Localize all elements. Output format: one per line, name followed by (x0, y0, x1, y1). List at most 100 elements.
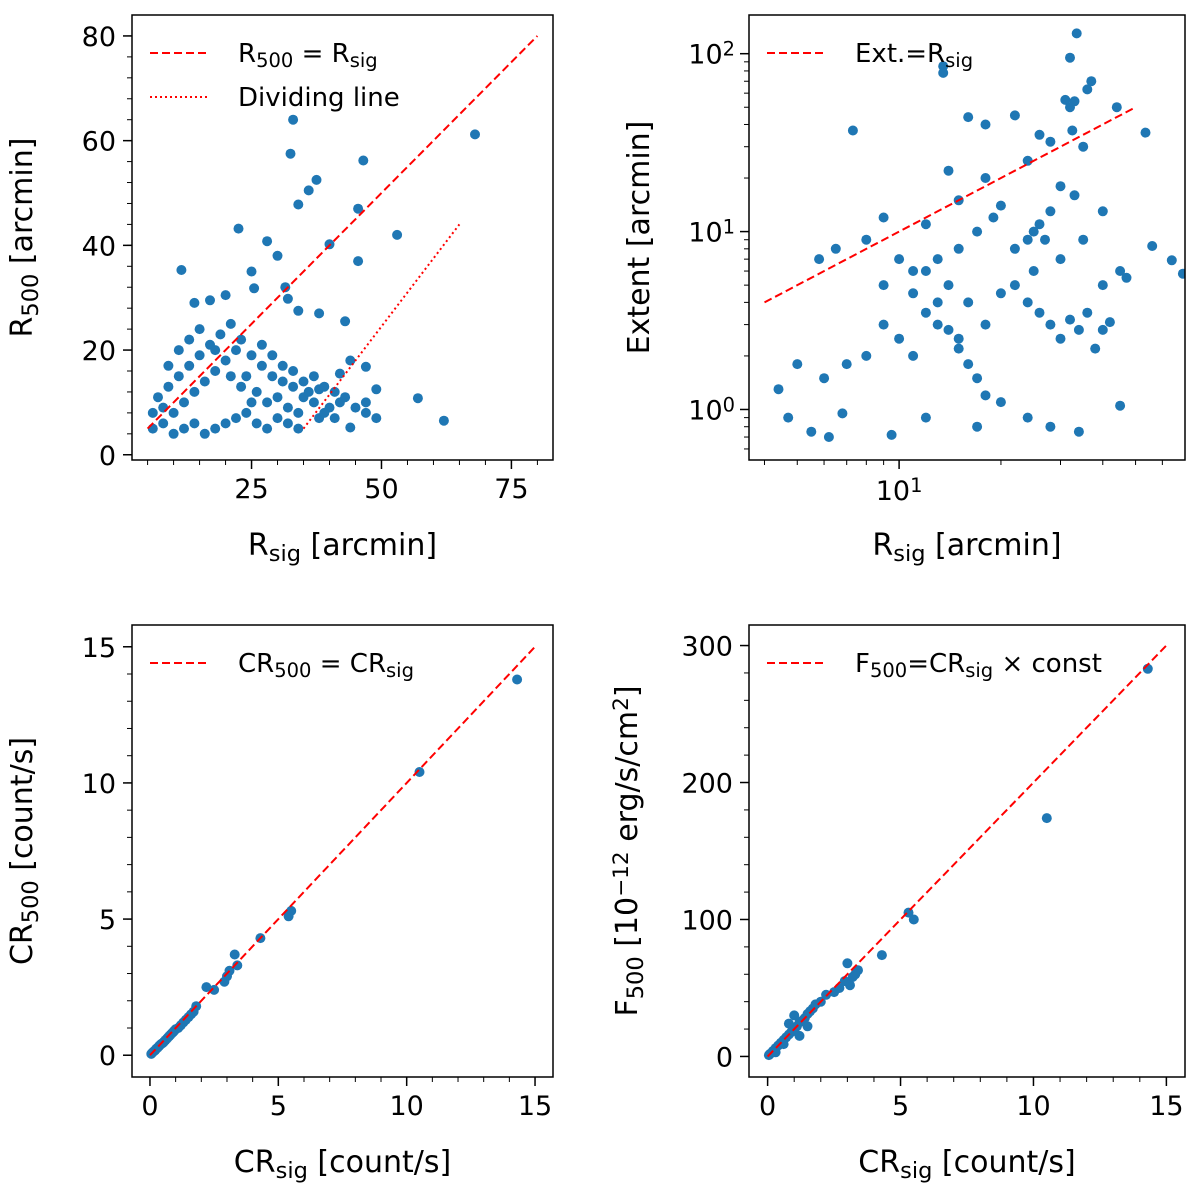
data-point (1104, 317, 1115, 328)
data-point (298, 376, 309, 387)
data-point (980, 119, 991, 130)
data-point (220, 290, 231, 301)
data-point (1060, 94, 1071, 105)
y-tick-label: 40 (82, 231, 116, 262)
y-tick-label: 300 (681, 632, 733, 663)
y-tick-label: 5 (99, 905, 116, 936)
data-point (1009, 243, 1020, 254)
data-point (163, 360, 174, 371)
data-point (210, 366, 221, 376)
data-point (1147, 241, 1158, 251)
data-point (1045, 206, 1056, 217)
plot-area (146, 646, 536, 1059)
data-point (236, 334, 247, 345)
data-point (1073, 324, 1084, 335)
data-point (209, 984, 220, 995)
data-point (350, 402, 361, 413)
data-point (168, 428, 179, 439)
data-point (972, 226, 983, 237)
data-point (184, 334, 195, 345)
data-point (353, 203, 364, 214)
data-point (834, 983, 845, 993)
data-point (1055, 181, 1066, 192)
data-point (220, 418, 231, 429)
data-point (201, 982, 212, 993)
data-point (839, 976, 850, 987)
panel-p3: 0 5 10 15 0 5 10 15 CRsig [count/s] CR500 [count/… (5, 624, 554, 1184)
data-point (249, 283, 260, 294)
data-point (783, 1018, 794, 1029)
data-point (1022, 297, 1033, 308)
data-point (773, 384, 784, 395)
data-point (1028, 266, 1039, 276)
data-point (1115, 400, 1126, 411)
data-point (251, 386, 262, 397)
data-point (894, 333, 905, 344)
x-tick-label: 15 (1149, 1091, 1183, 1122)
data-point (168, 407, 179, 418)
axes-frame (748, 624, 1186, 1078)
data-point (277, 376, 288, 387)
data-point (173, 371, 184, 382)
data-point (792, 359, 803, 370)
axes-frame (748, 14, 1186, 461)
data-point (995, 397, 1006, 408)
data-point (1078, 234, 1089, 245)
data-point (1028, 226, 1039, 237)
data-point (438, 415, 449, 426)
series-line (764, 106, 1137, 304)
data-point (1140, 127, 1151, 138)
data-point (830, 243, 841, 254)
plot-area (763, 644, 1168, 1061)
data-point (158, 402, 169, 413)
data-point (1009, 110, 1020, 121)
y-tick-label: 100 (688, 394, 735, 427)
x-tick-label: 25 (234, 474, 268, 505)
y-tick-label: 100 (681, 905, 733, 936)
data-point (861, 350, 872, 361)
data-point (241, 371, 252, 382)
y-tick-label: 10 (82, 769, 116, 800)
legend-label: R500 = Rsig (238, 39, 378, 72)
data-point (886, 429, 897, 440)
data-point (802, 1021, 813, 1032)
data-point (1121, 272, 1132, 283)
data-point (1034, 307, 1045, 318)
data-point (943, 324, 954, 335)
data-point (358, 155, 369, 166)
data-point (920, 412, 931, 423)
data-point (1034, 219, 1045, 230)
plot-area (764, 28, 1185, 442)
data-point (980, 319, 991, 330)
data-point (1022, 234, 1033, 245)
data-point (262, 423, 273, 434)
data-point (1055, 254, 1066, 265)
data-point (246, 397, 257, 408)
data-point (806, 426, 817, 437)
x-axis-label: CRsig [count/s] (858, 1145, 1075, 1184)
data-point (371, 413, 382, 424)
data-point (1022, 155, 1033, 166)
data-point (414, 767, 425, 777)
data-point (980, 173, 991, 183)
data-point (847, 125, 858, 136)
legend-label: Dividing line (238, 83, 400, 113)
data-point (1041, 813, 1052, 824)
data-point (995, 288, 1006, 299)
data-point (1040, 234, 1050, 245)
data-point (972, 421, 983, 432)
data-point (778, 1039, 789, 1050)
data-point (894, 254, 905, 265)
data-point (225, 318, 236, 329)
data-point (1067, 125, 1078, 136)
x-tick-label: 15 (518, 1091, 552, 1122)
data-point (512, 674, 523, 685)
data-point (988, 212, 999, 223)
y-axis-label: Extent [arcmin] (622, 121, 657, 355)
data-point (1009, 280, 1020, 291)
data-point (303, 185, 314, 196)
data-point (1045, 136, 1056, 147)
y-tick-label: 0 (716, 1042, 733, 1073)
legend: F500=CRsig × const (767, 649, 1102, 682)
data-point (1071, 28, 1082, 39)
